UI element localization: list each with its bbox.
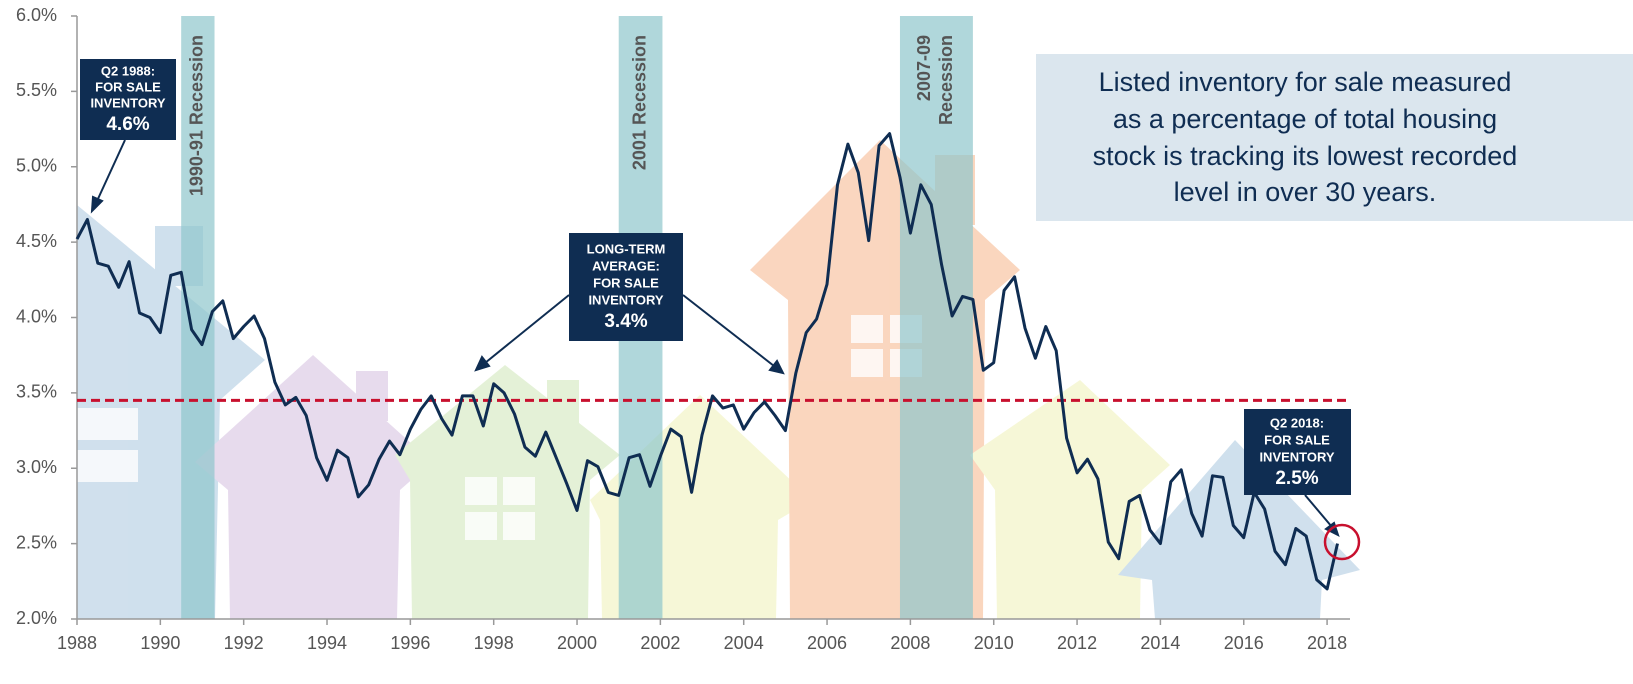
annotation-boxes: Q2 1988: FOR SALE INVENTORY 4.6% LONG-TE… bbox=[80, 59, 1351, 495]
annotation-text: INVENTORY bbox=[588, 292, 663, 307]
recession-band bbox=[899, 16, 973, 619]
y-tick-label: 5.5% bbox=[16, 80, 57, 100]
line-layer bbox=[75, 132, 1339, 591]
y-tick-label: 3.0% bbox=[16, 457, 57, 477]
callout-text: stock is tracking its lowest recorded bbox=[1093, 141, 1518, 171]
recession-label: 2007-09 bbox=[914, 35, 934, 101]
data-line bbox=[75, 132, 1339, 591]
annotation-text: Q2 2018: bbox=[1270, 415, 1324, 430]
y-tick-label: 2.0% bbox=[16, 608, 57, 628]
annotation-text: FOR SALE bbox=[593, 275, 659, 290]
x-tick-label: 1994 bbox=[307, 633, 347, 653]
callout-text: level in over 30 years. bbox=[1174, 177, 1437, 207]
recession-label: 1990-91 Recession bbox=[187, 35, 207, 196]
x-tick-label: 2012 bbox=[1057, 633, 1097, 653]
annotation-text: FOR SALE bbox=[1264, 432, 1330, 447]
annotation-arrows bbox=[90, 139, 1340, 537]
x-tick-label: 2006 bbox=[807, 633, 847, 653]
annotation-box bbox=[569, 233, 683, 341]
callout-text: as a percentage of total housing bbox=[1113, 104, 1497, 134]
annotation-text: FOR SALE bbox=[95, 79, 161, 94]
callout-box bbox=[1036, 54, 1633, 221]
callout: Listed inventory for sale measured as a … bbox=[1036, 54, 1633, 221]
y-tick-label: 5.0% bbox=[16, 156, 57, 176]
x-tick-label: 2008 bbox=[890, 633, 930, 653]
highlight-circle bbox=[1323, 523, 1361, 561]
annotation-text: INVENTORY bbox=[1259, 449, 1334, 464]
y-tick-label: 4.5% bbox=[16, 231, 57, 251]
annotation-text: LONG-TERM bbox=[587, 241, 666, 256]
annotation-value: 2.5% bbox=[1275, 468, 1318, 489]
annotation-box bbox=[1244, 409, 1351, 495]
annotation-text: AVERAGE: bbox=[592, 258, 660, 273]
x-tick-label: 1988 bbox=[57, 633, 97, 653]
annotation-value: 3.4% bbox=[604, 311, 647, 332]
x-tick-label: 2014 bbox=[1140, 633, 1180, 653]
axis-layer: 2.0% 2.5% 3.0% 3.5% 4.0% 4.5% 5.0% 5.5% 6.0% 1988… bbox=[16, 5, 1350, 653]
y-tick-label: 3.5% bbox=[16, 382, 57, 402]
x-tick-label: 1996 bbox=[390, 633, 430, 653]
annotation-value: 4.6% bbox=[106, 114, 149, 135]
x-tick-label: 1990 bbox=[140, 633, 180, 653]
recession-label: 2001 Recession bbox=[629, 35, 649, 170]
callout-text: Listed inventory for sale measured bbox=[1099, 67, 1512, 97]
y-tick-label: 2.5% bbox=[16, 532, 57, 552]
x-tick-label: 2016 bbox=[1224, 633, 1264, 653]
recession-layer: 1990-91 Recession 2001 Recession 2007-09 Re… bbox=[181, 16, 973, 619]
y-tick-label: 6.0% bbox=[16, 5, 57, 25]
x-tick-label: 2000 bbox=[557, 633, 597, 653]
x-tick-label: 1998 bbox=[474, 633, 514, 653]
recession-label: Recession bbox=[936, 35, 956, 125]
x-tick-label: 2002 bbox=[640, 633, 680, 653]
x-tick-label: 2018 bbox=[1307, 633, 1347, 653]
y-tick-label: 4.0% bbox=[16, 306, 57, 326]
annotation-text: Q2 1988: bbox=[101, 63, 155, 78]
x-tick-label: 2010 bbox=[974, 633, 1014, 653]
annotation-text: INVENTORY bbox=[90, 95, 165, 110]
annotation-box bbox=[80, 59, 176, 140]
x-tick-label: 1992 bbox=[224, 633, 264, 653]
x-tick-label: 2004 bbox=[724, 633, 764, 653]
